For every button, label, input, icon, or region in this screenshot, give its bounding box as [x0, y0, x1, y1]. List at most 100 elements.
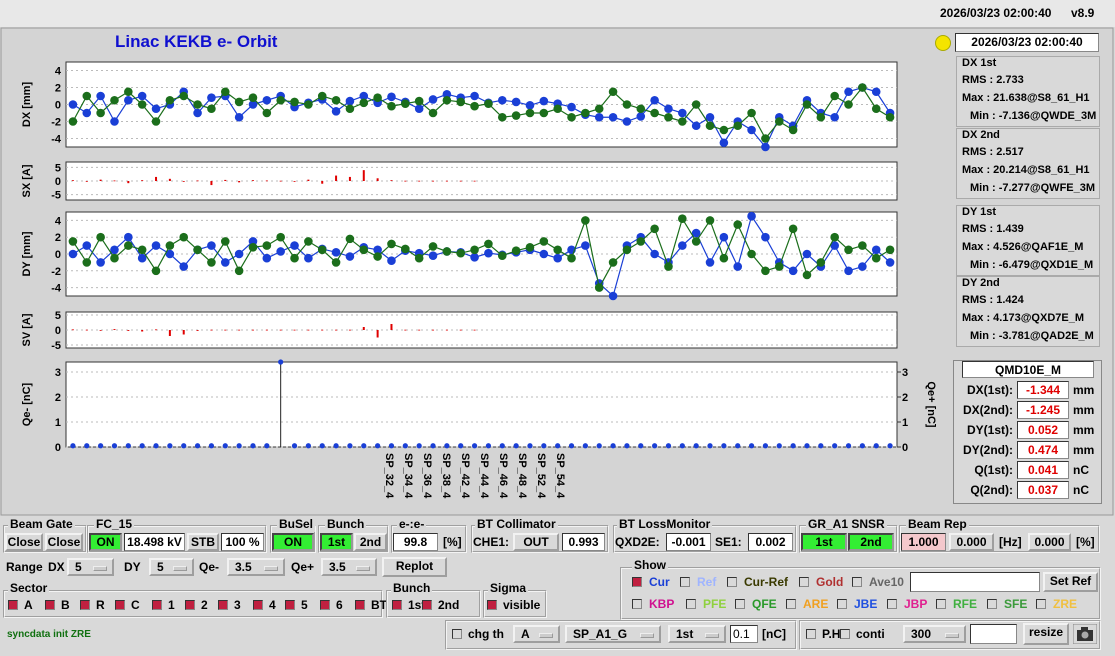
charge-point — [305, 443, 311, 449]
orbit-point — [636, 112, 646, 121]
element-label: SP_48_4 — [516, 453, 528, 499]
charge-point — [264, 443, 270, 449]
gate-button[interactable]: Close — [45, 533, 83, 551]
show-option: JBP — [904, 597, 928, 611]
y-axis-label: SX [A] — [21, 164, 33, 197]
ref-input — [910, 572, 1040, 592]
checkbox[interactable] — [185, 600, 195, 610]
resize-button[interactable]: resize — [1023, 623, 1069, 645]
checkbox[interactable] — [727, 577, 737, 587]
checkbox[interactable] — [355, 600, 365, 610]
orbit-point — [456, 248, 466, 258]
checkbox[interactable] — [253, 600, 263, 610]
ratio-value: 99.8 — [393, 533, 438, 551]
orbit-point — [747, 211, 756, 221]
bunch-option[interactable]: 1st — [320, 533, 353, 551]
checkbox[interactable] — [320, 600, 330, 610]
range-select[interactable]: 5 — [67, 558, 114, 576]
checkbox[interactable] — [936, 599, 946, 609]
checkbox[interactable] — [1036, 599, 1046, 609]
checkbox[interactable] — [392, 600, 402, 610]
checkbox[interactable] — [80, 600, 90, 610]
y-tick-label: -2 — [51, 266, 61, 278]
charge-point — [375, 443, 381, 449]
element-label: SP_54_4 — [554, 453, 566, 499]
orbit-point — [788, 266, 798, 276]
charge-point — [638, 443, 644, 449]
steering-bar — [376, 178, 379, 181]
orbit-point — [691, 121, 701, 131]
fc-state[interactable]: ON — [89, 533, 122, 551]
checkbox[interactable] — [45, 600, 55, 610]
orbit-point — [650, 224, 659, 234]
steering-bar — [418, 329, 421, 331]
busel-state[interactable]: ON — [272, 533, 314, 551]
orbit-point — [442, 247, 452, 256]
count-select[interactable]: 300 — [903, 625, 966, 643]
checkbox[interactable] — [806, 629, 816, 639]
orbit-point — [691, 237, 701, 246]
range-select[interactable]: 3.5 — [321, 558, 377, 576]
checkbox[interactable] — [840, 629, 850, 639]
orbit-point — [179, 91, 189, 101]
charge-point — [762, 443, 769, 449]
checkbox[interactable] — [487, 600, 497, 610]
checkbox[interactable] — [632, 577, 642, 587]
bunch-option[interactable]: 2nd — [354, 533, 387, 551]
signal-select[interactable]: SP_A1_G — [565, 625, 661, 643]
orbit-point — [207, 241, 216, 250]
orbit-point — [844, 100, 853, 109]
checkbox[interactable] — [837, 599, 847, 609]
checkbox[interactable] — [152, 600, 162, 610]
source-select[interactable]: A — [513, 625, 560, 643]
snsr-option[interactable]: 1st — [801, 533, 847, 551]
orbit-point — [401, 99, 410, 108]
orbit-point — [414, 96, 424, 106]
checkbox[interactable] — [452, 629, 462, 639]
orbit-point — [151, 266, 161, 276]
stats-title: DY 1st — [962, 206, 997, 218]
orbit-point — [151, 104, 161, 114]
range-select[interactable]: 5 — [149, 558, 194, 576]
collimator-state[interactable]: OUT — [513, 533, 559, 551]
checkbox[interactable] — [686, 599, 696, 609]
steering-bar — [168, 178, 171, 181]
checkbox[interactable] — [285, 600, 295, 610]
orbit-point — [290, 253, 299, 263]
gate-button[interactable]: Close — [5, 533, 43, 551]
set-ref-button[interactable]: Set Ref — [1043, 572, 1098, 592]
y-tick-label: -5 — [51, 190, 61, 202]
orbit-point — [331, 258, 341, 267]
checkbox[interactable] — [218, 600, 228, 610]
checkbox[interactable] — [735, 599, 745, 609]
checkbox[interactable] — [799, 577, 809, 587]
charge-point — [582, 443, 588, 449]
checkbox[interactable] — [422, 600, 432, 610]
orbit-point — [678, 214, 687, 224]
fc-stb[interactable]: STB — [187, 533, 219, 551]
bunch-select[interactable]: 1st — [668, 625, 726, 643]
group-label: Sector — [8, 580, 50, 596]
checkbox[interactable] — [852, 577, 862, 587]
checkbox[interactable] — [632, 599, 642, 609]
sector-option: A — [24, 598, 33, 612]
steering-bar — [445, 180, 448, 182]
replot-button[interactable]: Replot — [382, 557, 447, 577]
orbit-point — [96, 258, 105, 267]
charge-point — [790, 443, 796, 449]
checkbox[interactable] — [115, 600, 125, 610]
y-tick-label: 2 — [55, 392, 61, 404]
steering-bar — [390, 180, 393, 181]
checkbox[interactable] — [887, 599, 897, 609]
show-option: Ref — [697, 575, 717, 589]
orbit-point — [608, 291, 618, 301]
orbit-point — [761, 232, 770, 242]
snsr-option[interactable]: 2nd — [848, 533, 894, 551]
checkbox[interactable] — [8, 600, 18, 610]
checkbox[interactable] — [786, 599, 796, 609]
checkbox[interactable] — [680, 577, 690, 587]
range-select[interactable]: 3.5 — [227, 558, 285, 576]
camera-icon[interactable] — [1073, 624, 1097, 644]
checkbox[interactable] — [987, 599, 997, 609]
orbit-point — [594, 112, 604, 122]
